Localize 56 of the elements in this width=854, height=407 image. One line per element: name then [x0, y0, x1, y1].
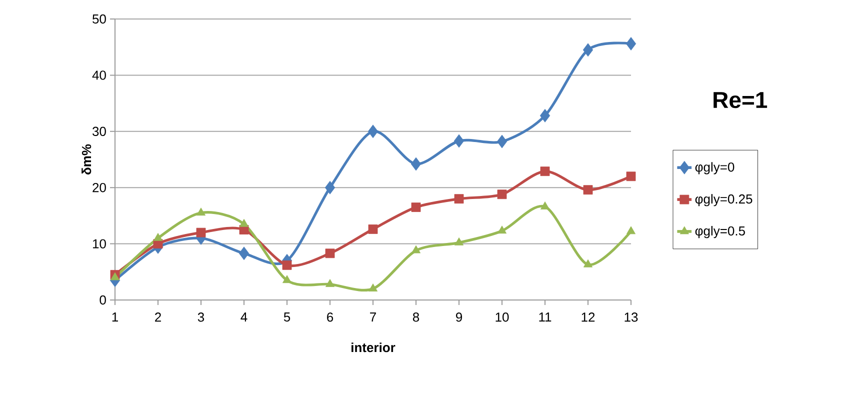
y-tick-label: 40: [92, 70, 106, 80]
point: [196, 228, 206, 238]
legend-label: φgly=0: [695, 162, 734, 174]
point: [497, 226, 507, 234]
legend-label: φgly=0.5: [695, 226, 745, 238]
x-tick-label: 3: [198, 312, 204, 322]
point: [368, 224, 378, 234]
x-tick-label: 4: [240, 312, 248, 322]
point: [282, 275, 292, 284]
point: [540, 202, 550, 210]
legend-label: φgly=0.25: [695, 194, 752, 206]
point: [496, 134, 508, 148]
x-tick-label: 6: [327, 312, 334, 322]
point: [583, 185, 593, 195]
x-tick-label: 8: [412, 312, 420, 322]
point: [324, 180, 336, 194]
point: [582, 43, 594, 57]
point: [411, 202, 421, 212]
point: [454, 194, 464, 204]
point: [196, 208, 206, 216]
y-tick-label: 0: [100, 295, 106, 305]
point: [325, 279, 335, 287]
x-axis-title: interior: [352, 342, 396, 352]
y-tick-label: 10: [92, 239, 106, 248]
point: [325, 248, 335, 258]
x-tick-label: 5: [284, 312, 290, 322]
y-tick-label: 30: [92, 126, 106, 136]
point: [626, 226, 636, 234]
x-tick-label: 2: [155, 312, 161, 322]
x-tick-label: 1: [112, 312, 118, 322]
point: [626, 37, 636, 50]
y-axis-title: δm%: [82, 144, 92, 174]
point: [238, 246, 250, 260]
x-tick-label: 11: [539, 312, 552, 322]
point: [540, 166, 550, 176]
point: [497, 190, 507, 200]
x-tick-label: 7: [370, 312, 376, 322]
x-tick-label: 12: [582, 312, 595, 322]
x-tick-label: 13: [624, 312, 638, 322]
point: [626, 172, 636, 182]
point: [410, 157, 422, 171]
point: [282, 260, 292, 270]
point: [239, 218, 249, 227]
point: [454, 237, 464, 246]
point: [153, 232, 163, 241]
y-tick-label: 20: [92, 182, 106, 192]
point: [368, 124, 378, 138]
point: [583, 259, 593, 268]
point: [411, 245, 421, 254]
x-tick-label: 10: [496, 312, 509, 322]
text: Re=1: [714, 92, 768, 108]
point: [540, 108, 550, 122]
x-tick-label: 9: [456, 312, 462, 322]
y-tick-label: 50: [92, 14, 106, 24]
point: [368, 284, 378, 292]
point: [454, 134, 464, 148]
